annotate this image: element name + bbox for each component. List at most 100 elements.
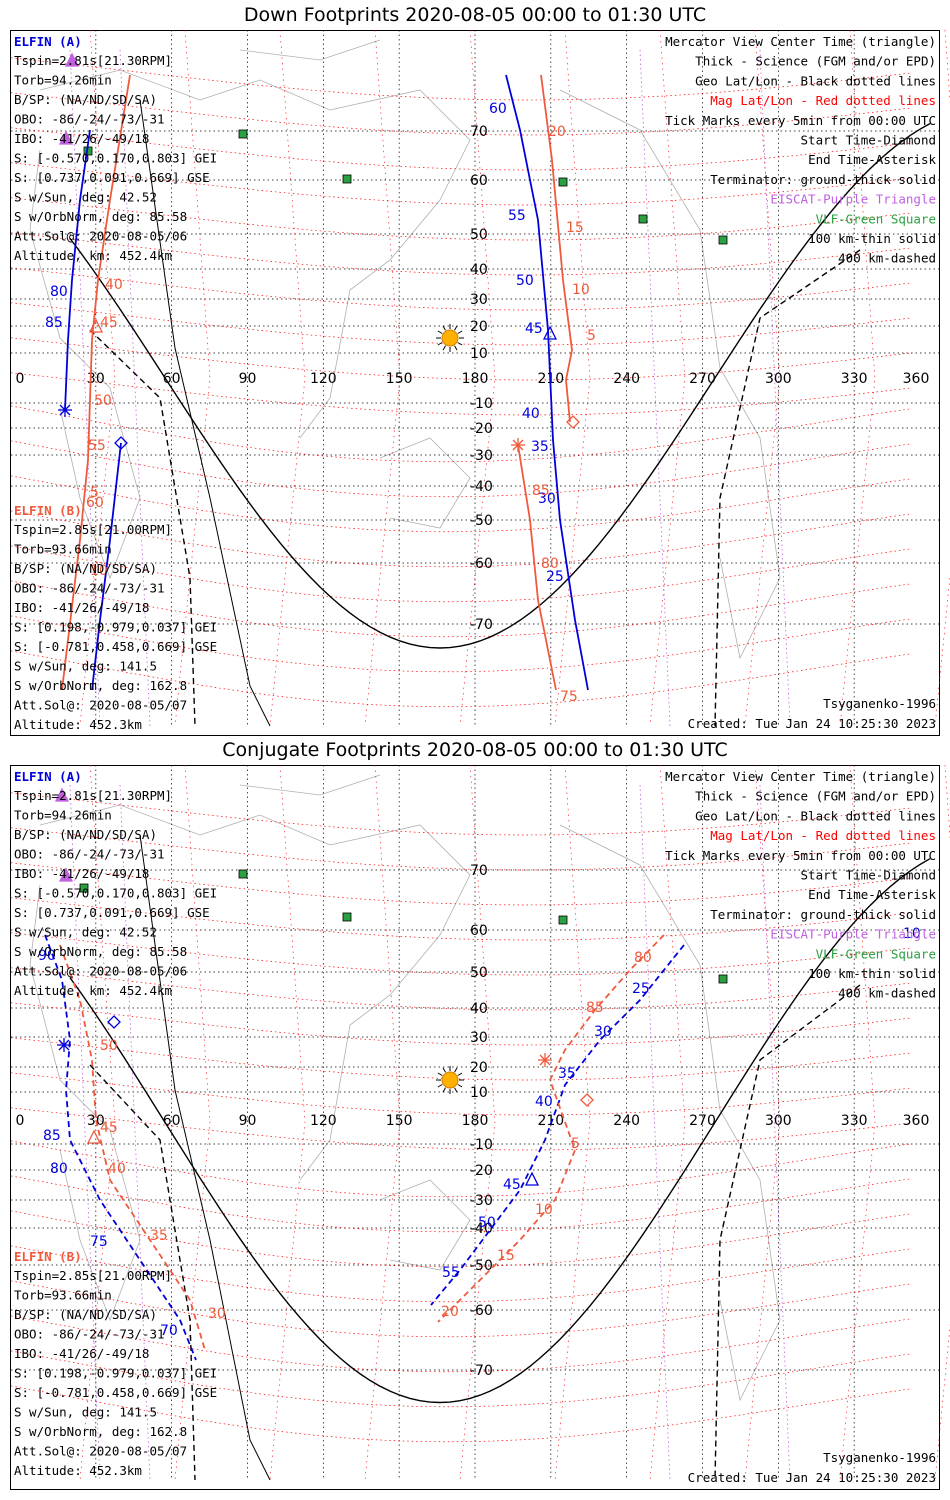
vlf-station-square <box>342 174 352 184</box>
legend-line: Geo Lat/Lon - Black dotted lines <box>695 808 936 823</box>
mag-latitude-line <box>10 1002 912 1046</box>
terminator-400km-line <box>89 1064 196 1481</box>
elfin-a-end-asterisk <box>58 403 72 417</box>
eiscat-station-triangle <box>58 867 74 882</box>
subsolar-point-icon <box>436 1066 464 1094</box>
mag-meridian-line <box>364 764 401 1481</box>
longitude-tick-label: 150 <box>386 1113 413 1129</box>
latitude-tick-label: -20 <box>470 1163 493 1179</box>
track-time-label: 55 <box>88 438 106 454</box>
legend-line: Start Time-Diamond <box>801 868 936 883</box>
legend-line: Terminator: ground-thick solid <box>710 907 936 922</box>
track-time-label: 15 <box>566 220 584 236</box>
model-label: Tsyganenko-1996 <box>823 1450 936 1465</box>
elfin-b-info-line: Tspin=2.85s[21.00RPM] <box>14 1268 172 1283</box>
mag-meridian-line <box>744 29 781 727</box>
mag-meridian-line <box>364 29 401 727</box>
elfin-b-end-asterisk <box>511 438 525 452</box>
terminator-ground-line <box>69 122 931 649</box>
elfin-b-info-line: Altitude: 452.3km <box>14 1463 142 1478</box>
elfin-b-start-diamond <box>580 1093 594 1107</box>
longitude-tick-label: 90 <box>239 1113 257 1129</box>
mag-latitude-line <box>10 792 912 836</box>
eiscat-meridian-line <box>69 784 101 1481</box>
track-time-label: 40 <box>522 406 540 422</box>
track-time-label: 90 <box>38 948 56 964</box>
mag-meridian-line <box>554 29 591 727</box>
latitude-tick-label: -70 <box>470 1363 493 1379</box>
down-footprints-title: Down Footprints 2020-08-05 00:00 to 01:3… <box>243 4 707 26</box>
legend-line: EISCAT-Purple Triangle <box>770 927 936 942</box>
latitude-tick-label: -50 <box>470 513 493 529</box>
track-time-label: 35 <box>558 1066 576 1082</box>
eiscat-station-triangle <box>58 130 74 145</box>
track-time-label: 20 <box>548 124 566 140</box>
elfin-b-heading: ELFIN (B) <box>14 503 82 518</box>
mag-latitude-line <box>10 1280 912 1338</box>
elfin-b-info-line: Altitude: 452.3km <box>14 717 142 732</box>
elfin-a-heading: ELFIN (A) <box>14 34 82 49</box>
elfin-b-center-time-triangle <box>86 1129 102 1144</box>
mag-meridian-line <box>79 29 116 727</box>
longitude-tick-label: 0 <box>16 1113 25 1129</box>
eiscat-meridian-line <box>69 49 101 727</box>
track-time-label: 15 <box>497 1248 515 1264</box>
elfin-b-down-track <box>61 74 131 691</box>
eiscat-meridian-line <box>639 49 671 727</box>
track-time-label: 40 <box>105 277 123 293</box>
mag-latitude-line <box>10 932 912 976</box>
track-time-label: 80 <box>541 556 559 572</box>
legend-line: 100 km-thin solid <box>808 231 936 246</box>
track-time-label: 70 <box>160 1323 178 1339</box>
track-time-label: 45 <box>503 1177 521 1193</box>
elfin-b-info-line: IBO: -41/26/-49/18 <box>14 600 149 615</box>
elfin-a-center-time-triangle <box>542 325 558 340</box>
elfin-a-info-line: Tspin=2.81s[21.30RPM] <box>14 53 172 68</box>
longitude-tick-label: 240 <box>613 371 640 387</box>
elfin-a-info-line: S w/OrbNorm, deg: 85.58 <box>14 944 187 959</box>
elfin-a-info-line: OBO: -86/-24/-73/-31 <box>14 847 165 862</box>
elfin-a-info-line: S w/Sun, deg: 42.52 <box>14 190 157 205</box>
terminator-100km-line <box>139 834 271 1481</box>
elfin-a-end-asterisk <box>57 1038 71 1052</box>
track-time-label: 45 <box>100 315 118 331</box>
elfin-a-down-track <box>505 74 589 691</box>
elfin-a-conjugate-track <box>430 944 685 1306</box>
elfin-b-heading: ELFIN (B) <box>14 1249 82 1264</box>
track-time-label: 75 <box>560 689 578 705</box>
latitude-tick-label: 70 <box>470 124 488 140</box>
legend-line: Thick - Science (FGM and/or EPD) <box>695 54 936 69</box>
coastline-outline <box>29 149 141 580</box>
track-time-label: 5 <box>571 1136 580 1152</box>
latitude-tick-label: 20 <box>470 319 488 335</box>
track-time-label: 35 <box>150 1228 168 1244</box>
created-timestamp: Created: Tue Jan 24 10:25:30 2023 <box>688 1470 936 1485</box>
elfin-a-info-line: Tspin=2.81s[21.30RPM] <box>14 788 172 803</box>
longitude-tick-label: 300 <box>765 1113 792 1129</box>
vlf-station-square <box>238 869 248 879</box>
latitude-tick-label: 10 <box>470 1085 488 1101</box>
legend-line: Tick Marks every 5min from 00:00 UTC <box>665 848 936 863</box>
mag-latitude-line <box>10 197 912 241</box>
longitude-tick-label: 120 <box>310 371 337 387</box>
mag-meridian-line <box>174 29 211 727</box>
track-time-label: 80 <box>634 950 652 966</box>
mag-latitude-line <box>10 1350 912 1408</box>
vlf-station-square <box>342 912 352 922</box>
legend-line: Terminator: ground-thick solid <box>710 172 936 187</box>
latitude-tick-label: -30 <box>470 448 493 464</box>
elfin-a-info-line: S: [0.737,0.091,0.669] GSE <box>14 905 210 920</box>
longitude-tick-label: 300 <box>765 371 792 387</box>
longitude-tick-label: 180 <box>462 371 489 387</box>
elfin-a-down-track <box>64 129 91 411</box>
longitude-tick-label: 360 <box>903 1113 930 1129</box>
elfin-b-info-line: S w/OrbNorm, deg: 162.8 <box>14 678 187 693</box>
track-time-label: 10 <box>90 563 108 579</box>
elfin-a-start-diamond <box>107 1015 121 1029</box>
elfin-a-heading: ELFIN (A) <box>14 769 82 784</box>
track-time-label: 85 <box>586 1000 604 1016</box>
legend-line: End Time-Asterisk <box>808 887 936 902</box>
elfin-b-info-line: OBO: -86/-24/-73/-31 <box>14 1327 165 1342</box>
longitude-tick-label: 330 <box>841 371 868 387</box>
